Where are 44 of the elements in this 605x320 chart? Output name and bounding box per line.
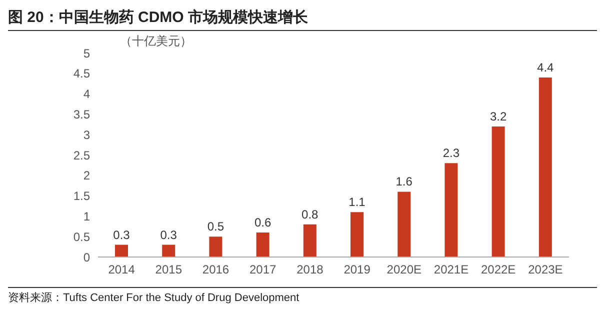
- data-label: 3.2: [490, 109, 507, 124]
- bar: [162, 244, 176, 257]
- data-label: 4.4: [537, 60, 554, 74]
- x-tick-label: 2014: [108, 262, 136, 277]
- y-tick-label: 0: [83, 250, 90, 264]
- bar: [492, 126, 505, 257]
- bar: [115, 244, 128, 257]
- y-tick-label: 0.5: [73, 230, 90, 244]
- data-label: 0.5: [207, 220, 224, 234]
- y-axis-title: （十亿美元）: [120, 33, 192, 50]
- bar: [350, 212, 364, 257]
- y-tick-label: 1.5: [73, 189, 90, 204]
- y-tick-label: 4.5: [73, 66, 90, 81]
- x-tick-label: 2019: [344, 262, 371, 277]
- data-label: 1.1: [348, 195, 366, 210]
- chart-title: 图 20：中国生物药 CDMO 市场规模快速增长: [8, 8, 597, 31]
- bar: [303, 224, 316, 257]
- x-tick-label: 2016: [202, 262, 230, 277]
- x-tick-label: 2017: [250, 262, 277, 277]
- x-tick-label: 2015: [155, 262, 182, 277]
- x-tick-label: 2023E: [528, 262, 563, 277]
- data-label: 0.3: [113, 228, 130, 242]
- y-tick-label: 1: [83, 209, 90, 224]
- y-tick-label: 2: [83, 168, 90, 183]
- data-label: 2.3: [442, 146, 460, 160]
- data-label: 0.8: [302, 207, 319, 222]
- text: 资料来源：Tufts Center For the Study of Drug Development: [8, 287, 597, 305]
- y-tick-label: 5: [83, 46, 90, 60]
- y-tick-label: 3: [83, 128, 90, 142]
- bar: [209, 236, 222, 257]
- bar: [398, 192, 411, 257]
- bar: [538, 77, 552, 257]
- data-label: 0.6: [254, 216, 272, 230]
- y-tick-label: 3.5: [73, 107, 90, 122]
- data-label: 1.6: [396, 174, 413, 189]
- y-tick-label: 4: [83, 87, 90, 102]
- x-tick-label: 2021E: [434, 262, 469, 277]
- x-tick-label: 2022E: [481, 262, 516, 277]
- y-tick-label: 2.5: [73, 148, 90, 162]
- data-label: 0.3: [160, 228, 178, 242]
- x-tick-label: 2020E: [386, 262, 422, 277]
- bar: [444, 163, 458, 257]
- x-tick-label: 2018: [296, 262, 324, 277]
- bar: [256, 232, 270, 257]
